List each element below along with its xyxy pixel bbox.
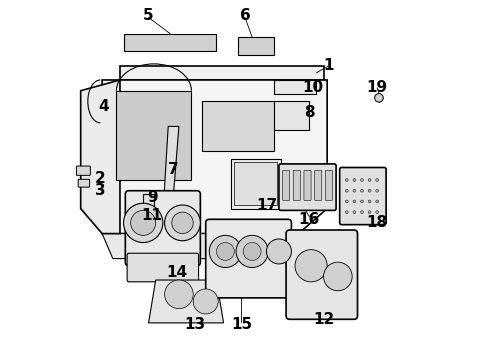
Text: 13: 13	[184, 317, 205, 332]
Text: 5: 5	[143, 8, 154, 23]
Circle shape	[368, 179, 371, 181]
Circle shape	[123, 203, 163, 243]
Circle shape	[345, 200, 348, 203]
Circle shape	[243, 243, 261, 260]
Circle shape	[353, 211, 356, 213]
Circle shape	[209, 235, 242, 267]
Circle shape	[361, 211, 364, 213]
Polygon shape	[238, 37, 273, 55]
Polygon shape	[81, 80, 120, 234]
Polygon shape	[163, 126, 179, 216]
Polygon shape	[102, 234, 309, 258]
FancyBboxPatch shape	[279, 164, 336, 210]
Circle shape	[353, 189, 356, 192]
Polygon shape	[148, 280, 223, 323]
Text: 17: 17	[256, 198, 277, 212]
Circle shape	[361, 189, 364, 192]
Circle shape	[217, 243, 234, 260]
Text: 15: 15	[231, 317, 252, 332]
Circle shape	[376, 179, 379, 181]
Circle shape	[368, 200, 371, 203]
Text: 12: 12	[313, 312, 334, 327]
FancyBboxPatch shape	[76, 166, 90, 175]
FancyBboxPatch shape	[293, 170, 300, 201]
Circle shape	[323, 262, 352, 291]
Circle shape	[345, 189, 348, 192]
FancyBboxPatch shape	[315, 170, 322, 201]
Text: 2: 2	[95, 171, 106, 186]
Text: 8: 8	[304, 105, 315, 120]
Text: 11: 11	[142, 208, 163, 223]
Polygon shape	[117, 91, 192, 180]
Text: 3: 3	[95, 183, 106, 198]
FancyBboxPatch shape	[325, 170, 333, 201]
Circle shape	[353, 179, 356, 181]
Circle shape	[368, 211, 371, 213]
Circle shape	[165, 205, 200, 241]
Circle shape	[236, 235, 268, 267]
Circle shape	[131, 210, 156, 235]
Text: 16: 16	[299, 212, 320, 227]
Polygon shape	[273, 80, 317, 94]
Text: 1: 1	[324, 58, 334, 73]
Polygon shape	[231, 158, 281, 208]
Text: 10: 10	[302, 80, 323, 95]
Circle shape	[172, 212, 193, 234]
Polygon shape	[143, 194, 154, 208]
Polygon shape	[120, 66, 323, 80]
Polygon shape	[123, 33, 217, 51]
Circle shape	[193, 289, 218, 314]
Text: 14: 14	[167, 265, 188, 280]
FancyBboxPatch shape	[78, 179, 90, 187]
Text: 9: 9	[147, 190, 157, 205]
Text: 6: 6	[240, 8, 250, 23]
Circle shape	[376, 189, 379, 192]
Polygon shape	[234, 162, 277, 205]
Circle shape	[368, 189, 371, 192]
Circle shape	[375, 94, 383, 102]
Polygon shape	[102, 80, 327, 234]
Circle shape	[345, 179, 348, 181]
FancyBboxPatch shape	[286, 230, 358, 319]
Circle shape	[165, 280, 193, 309]
Text: 7: 7	[168, 162, 179, 177]
Polygon shape	[202, 102, 273, 152]
FancyBboxPatch shape	[127, 253, 198, 282]
Circle shape	[267, 239, 292, 264]
Text: 4: 4	[98, 99, 109, 114]
FancyBboxPatch shape	[206, 219, 292, 298]
Polygon shape	[273, 102, 309, 130]
Circle shape	[295, 249, 327, 282]
Circle shape	[353, 200, 356, 203]
Text: 18: 18	[367, 215, 388, 230]
Circle shape	[376, 211, 379, 213]
FancyBboxPatch shape	[304, 170, 311, 201]
FancyBboxPatch shape	[125, 191, 200, 266]
Circle shape	[361, 179, 364, 181]
FancyBboxPatch shape	[340, 167, 386, 225]
FancyBboxPatch shape	[283, 170, 290, 201]
Circle shape	[345, 211, 348, 213]
Circle shape	[361, 200, 364, 203]
Circle shape	[376, 200, 379, 203]
Text: 19: 19	[367, 80, 388, 95]
